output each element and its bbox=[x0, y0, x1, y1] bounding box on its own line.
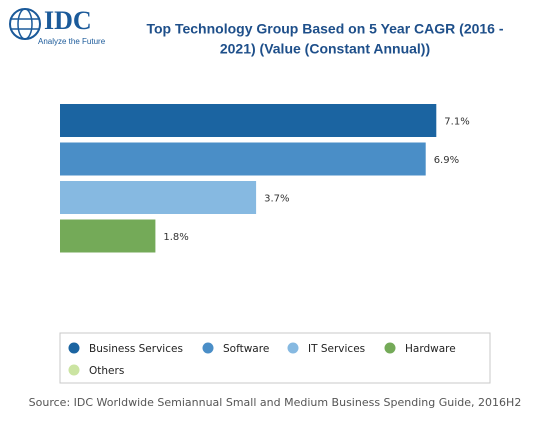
legend-label: Software bbox=[223, 343, 269, 355]
value-label: 3.7% bbox=[264, 194, 289, 205]
bar bbox=[60, 104, 437, 137]
logo-tagline: Analyze the Future bbox=[38, 37, 106, 46]
legend-box bbox=[59, 332, 491, 384]
bar bbox=[60, 142, 426, 176]
legend-swatch bbox=[202, 342, 214, 354]
value-label: 6.9% bbox=[434, 155, 459, 166]
bar bbox=[60, 219, 156, 253]
chart-title: Top Technology Group Based on 5 Year CAG… bbox=[146, 21, 503, 37]
bar bbox=[60, 181, 257, 214]
chart-title: 2021) (Value (Constant Annual)) bbox=[220, 41, 430, 57]
legend-swatch bbox=[287, 342, 299, 354]
value-label: 7.1% bbox=[444, 117, 469, 128]
legend-swatch bbox=[384, 342, 396, 354]
legend-swatch bbox=[68, 342, 80, 354]
value-label: 1.8% bbox=[163, 232, 188, 243]
logo: IDC Analyze the Future bbox=[9, 6, 106, 46]
legend-label: Others bbox=[89, 365, 124, 377]
legend-label: IT Services bbox=[308, 343, 365, 355]
source: Source: IDC Worldwide Semiannual Small a… bbox=[29, 396, 522, 409]
logo-globe-meridian bbox=[17, 8, 33, 40]
legend-label: Business Services bbox=[89, 343, 183, 355]
logo-globe bbox=[9, 8, 41, 40]
legend-label: Hardware bbox=[405, 343, 456, 355]
logo-name: IDC bbox=[44, 6, 92, 35]
legend-swatch bbox=[68, 364, 80, 376]
